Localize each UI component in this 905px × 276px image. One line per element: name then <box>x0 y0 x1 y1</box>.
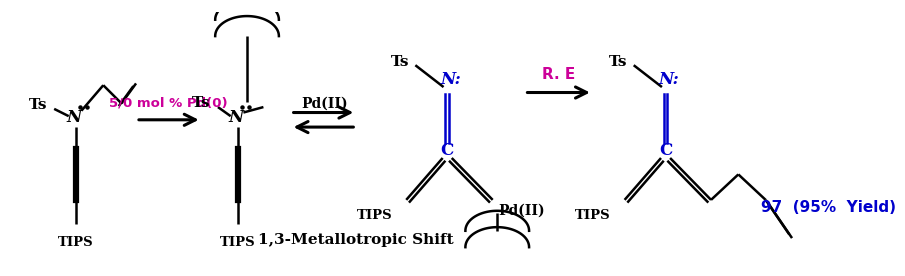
Text: C: C <box>659 142 672 159</box>
Text: TIPS: TIPS <box>576 209 611 222</box>
Text: Ts: Ts <box>192 96 211 110</box>
Text: R. E: R. E <box>541 67 575 82</box>
Text: N: N <box>67 110 81 126</box>
Text: N:: N: <box>441 71 462 88</box>
Text: TIPS: TIPS <box>357 209 393 222</box>
Text: Ts: Ts <box>390 55 409 68</box>
Text: Pd(II): Pd(II) <box>498 203 545 217</box>
Text: TIPS: TIPS <box>58 236 94 249</box>
Text: N:: N: <box>659 71 680 88</box>
Text: Pd(II): Pd(II) <box>301 96 348 110</box>
Text: 5/0 mol % Pd(0): 5/0 mol % Pd(0) <box>110 97 228 110</box>
Text: 1,3-Metallotropic Shift: 1,3-Metallotropic Shift <box>259 233 454 247</box>
Text: Ts: Ts <box>609 55 627 68</box>
Text: Ts: Ts <box>28 98 47 112</box>
Text: TIPS: TIPS <box>220 236 256 249</box>
Text: 97  (95%  Yield): 97 (95% Yield) <box>761 200 896 215</box>
Text: C: C <box>441 142 453 159</box>
Text: N: N <box>228 110 243 126</box>
